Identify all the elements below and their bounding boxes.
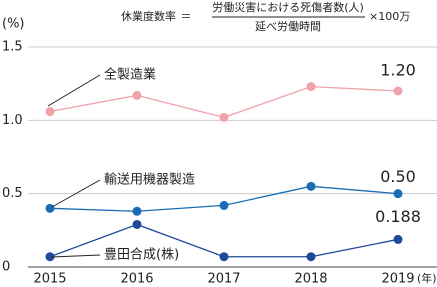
series-line [49, 85, 399, 119]
series-label: 全製造業 [104, 67, 156, 83]
y-tick-label: 0.5 [2, 186, 23, 201]
leader-line [47, 74, 101, 107]
formula-numerator: 労働災害における死傷者数(人) [212, 0, 364, 14]
x-tick-label: 2016 [120, 272, 153, 287]
formula-label: 休業度数率 [121, 9, 176, 23]
data-point [306, 82, 316, 92]
data-point [393, 189, 403, 199]
data-point [219, 200, 229, 210]
data-point [45, 107, 55, 117]
leader-line [51, 254, 101, 258]
data-point [219, 252, 229, 262]
series-label: 豊田合成(株) [104, 248, 179, 263]
data-point [132, 219, 142, 229]
formula-multiplier: ×100万 [369, 10, 410, 23]
data-point [45, 252, 55, 262]
value-label: 0.50 [380, 167, 416, 186]
y-tick-label: 1.0 [2, 113, 23, 128]
x-tick-label: 2017 [207, 272, 240, 287]
formula-denominator: 延べ労働時間 [255, 19, 321, 33]
data-point [45, 203, 55, 213]
x-unit: (年) [417, 271, 437, 285]
data-point [393, 86, 403, 96]
y-tick-label: 1.5 [2, 40, 23, 55]
data-point [393, 234, 403, 244]
series-line [49, 223, 399, 258]
x-tick-label: 2019 [381, 272, 414, 287]
data-point [306, 181, 316, 191]
value-label: 1.20 [380, 61, 416, 80]
x-tick-label: 2015 [33, 272, 66, 287]
leader-line [51, 179, 101, 208]
y-axis-label: (%) [2, 17, 25, 32]
data-point [132, 206, 142, 216]
formula-equals: ＝ [181, 10, 192, 23]
data-point [306, 252, 316, 262]
x-tick-label: 2018 [294, 272, 327, 287]
data-point [132, 90, 142, 100]
data-point [219, 112, 229, 122]
value-label: 0.188 [375, 207, 421, 226]
y-tick-label: 0 [2, 260, 10, 275]
series-label: 輸送用機器製造 [104, 173, 195, 188]
